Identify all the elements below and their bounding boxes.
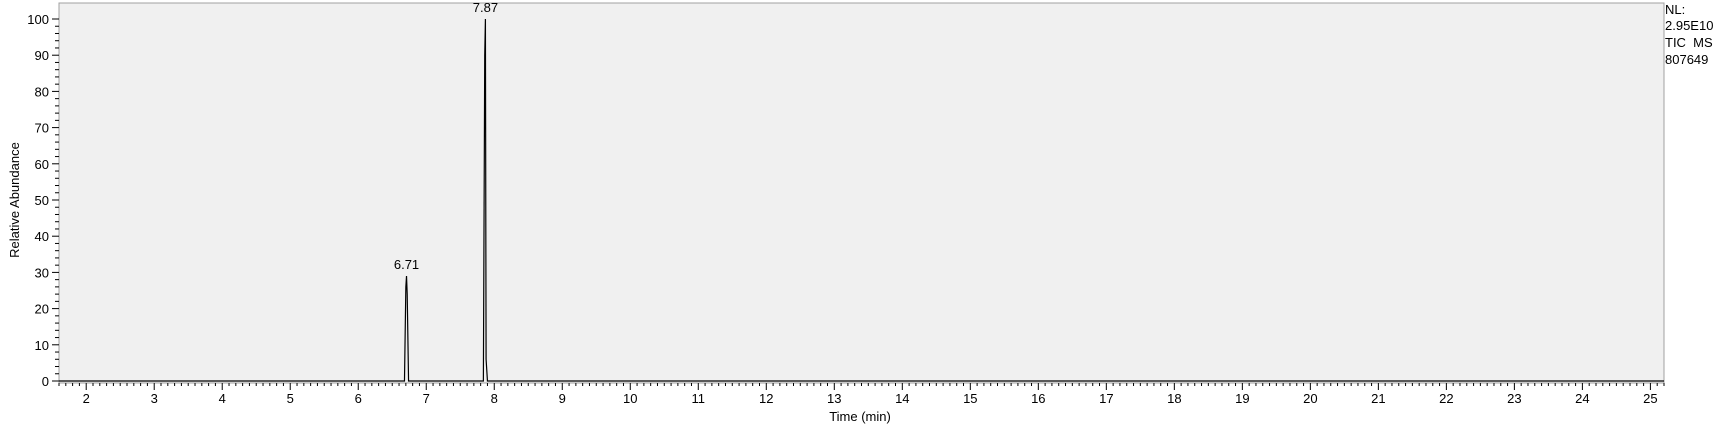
x-tick-label: 7 [423,391,430,406]
y-tick-label: 70 [35,121,49,136]
x-tick-label: 9 [559,391,566,406]
x-tick-label: 22 [1439,391,1453,406]
x-tick-label: 11 [692,391,706,406]
x-tick-label: 21 [1371,391,1385,406]
x-tick-label: 4 [219,391,226,406]
y-tick-label: 0 [42,374,49,389]
x-tick-label: 6 [355,391,362,406]
x-tick-label: 25 [1643,391,1657,406]
x-tick-label: 12 [759,391,773,406]
x-tick-label: 23 [1507,391,1521,406]
peak-label: 7.87 [473,0,498,15]
x-tick-label: 8 [491,391,498,406]
peak-label: 6.71 [394,257,419,272]
y-axis-title: Relative Abundance [7,142,22,258]
plot-area [58,2,1665,384]
x-axis-title: Time (min) [829,409,891,424]
x-tick-label: 18 [1167,391,1181,406]
x-tick-label: 3 [151,391,158,406]
x-tick-label: 16 [1031,391,1045,406]
x-tick-label: 15 [963,391,977,406]
x-tick-label: 14 [895,391,909,406]
x-tick-label: 19 [1235,391,1249,406]
y-tick-label: 90 [35,48,49,63]
info-line: 2.95E10 [1665,18,1713,33]
x-tick-label: 17 [1099,391,1113,406]
x-tick-label: 20 [1303,391,1317,406]
y-tick-label: 30 [35,265,49,280]
y-tick-label: 10 [35,338,49,353]
y-tick-label: 40 [35,229,49,244]
info-block: NL: 2.95E10 TIC MS 807649 [1665,2,1713,67]
x-tick-label: 24 [1575,391,1589,406]
y-tick-label: 20 [35,302,49,317]
tic-trace [59,18,1664,382]
info-line: NL: [1665,2,1685,17]
info-line: 807649 [1665,52,1708,67]
x-tick-label: 13 [827,391,841,406]
y-tick-label: 50 [35,193,49,208]
info-line: TIC MS [1665,35,1713,50]
y-tick-label: 100 [27,12,49,27]
y-tick-label: 60 [35,157,49,172]
x-tick-label: 5 [287,391,294,406]
y-tick-label: 80 [35,84,49,99]
x-tick-label: 2 [83,391,90,406]
x-tick-label: 10 [623,391,637,406]
